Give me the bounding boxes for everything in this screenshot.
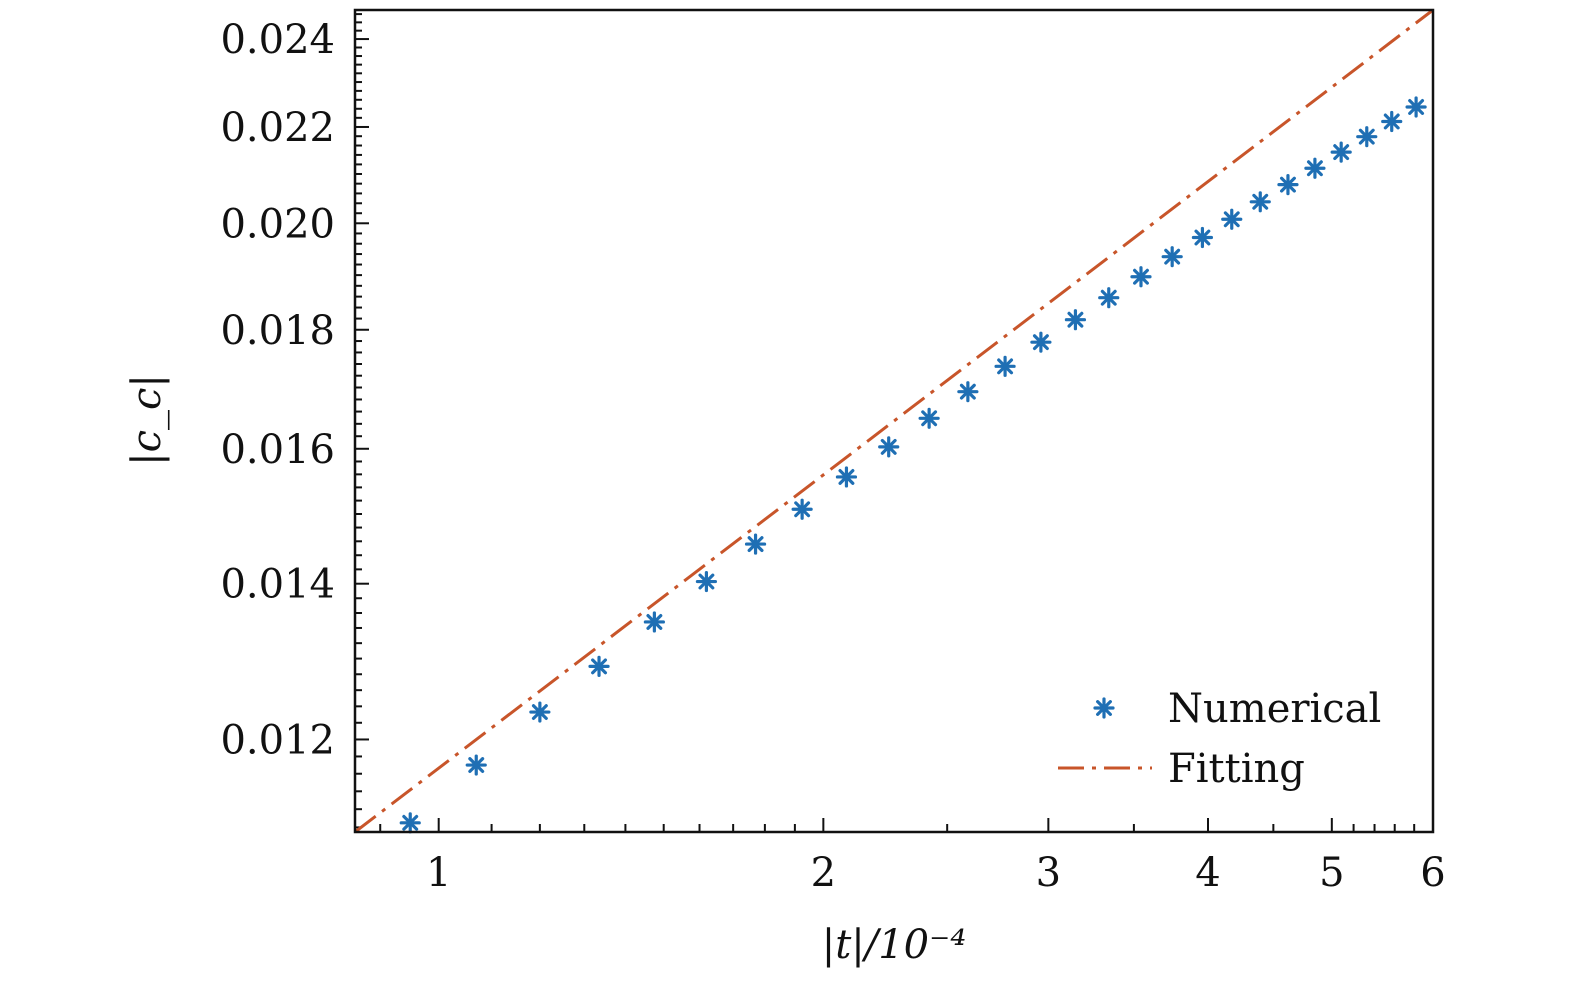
- numerical-point: [1030, 331, 1052, 353]
- numerical-point: [918, 407, 940, 429]
- numerical-point: [1098, 287, 1120, 309]
- legend-asterisk-icon: [1093, 697, 1115, 719]
- numerical-point: [744, 533, 767, 555]
- y-tick-label: 0.024: [220, 17, 335, 63]
- x-tick-label: 3: [1036, 850, 1061, 896]
- numerical-point: [465, 754, 487, 776]
- x-tick-label: 6: [1420, 850, 1445, 896]
- numerical-point: [1304, 157, 1326, 179]
- x-tick-label: 4: [1195, 850, 1220, 896]
- numerical-point: [1130, 266, 1152, 288]
- tick-labels: 1 2 3 4 5 6 0.012 0.014 0.016 0.018 0.020 0.022 0.02…: [220, 17, 1445, 896]
- y-tick-label: 0.020: [220, 201, 335, 247]
- numerical-point: [835, 466, 858, 488]
- numerical-point: [791, 498, 813, 520]
- x-tick-label: 2: [811, 850, 836, 896]
- y-tick-label: 0.022: [220, 105, 335, 151]
- numerical-point: [994, 355, 1016, 377]
- y-tick-label: 0.014: [220, 562, 335, 608]
- numerical-point: [1161, 246, 1183, 268]
- numerical-point: [695, 570, 718, 593]
- x-axis-label: |t|/10⁻⁴: [822, 922, 967, 968]
- numerical-point: [1405, 96, 1427, 118]
- x-tick-label: 5: [1319, 850, 1344, 896]
- numerical-point: [1356, 126, 1378, 148]
- legend-fitting-label: Fitting: [1168, 746, 1305, 792]
- legend-numerical-marker: [1093, 697, 1115, 719]
- fitting-line: [354, 8, 1434, 834]
- numerical-point: [1064, 309, 1087, 331]
- numerical-point: [529, 701, 551, 723]
- y-tick-label: 0.018: [220, 308, 335, 354]
- numerical-point: [1277, 174, 1299, 196]
- numerical-point: [1221, 208, 1243, 230]
- legend-numerical-label: Numerical: [1168, 686, 1381, 732]
- legend: Numerical Fitting: [1058, 686, 1381, 792]
- numerical-point: [399, 812, 421, 834]
- y-tick-label: 0.016: [220, 427, 335, 473]
- numerical-point: [1381, 110, 1403, 133]
- y-axis-label: |c_c|: [124, 374, 170, 466]
- plot-area: [354, 8, 1434, 834]
- x-tick-label: 1: [426, 850, 451, 896]
- plot-frame: [353, 8, 1435, 834]
- numerical-point: [1191, 226, 1214, 249]
- numerical-point: [643, 611, 665, 633]
- y-tick-label: 0.012: [220, 717, 335, 763]
- numerical-point: [588, 655, 610, 677]
- numerical-point: [1249, 191, 1271, 213]
- numerical-point: [878, 436, 900, 458]
- numerical-point: [957, 381, 979, 403]
- numerical-point: [1330, 141, 1352, 163]
